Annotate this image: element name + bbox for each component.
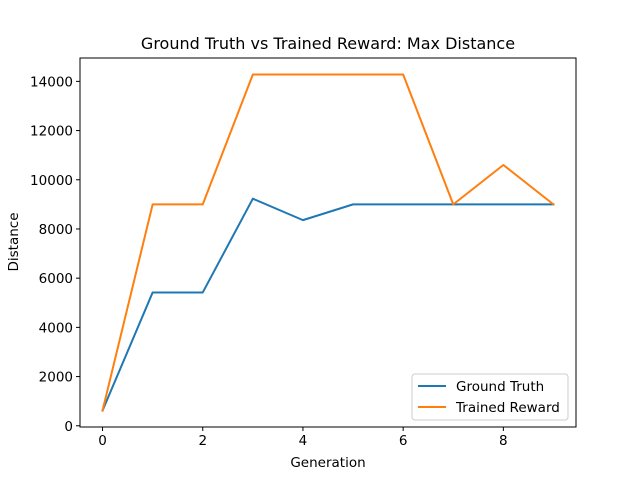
x-tick-label: 8 xyxy=(499,433,508,449)
plot-frame xyxy=(79,57,577,428)
x-tick-label: 0 xyxy=(98,433,107,449)
series-lines xyxy=(101,73,555,412)
y-tick-label: 4000 xyxy=(39,320,73,336)
y-axis: 0 2000 4000 6000 8000 10000 12000 14000 xyxy=(30,74,80,435)
y-axis-label: Distance xyxy=(6,212,22,271)
x-axis-label: Generation xyxy=(290,455,365,471)
legend-label-ground-truth: Ground Truth xyxy=(456,379,544,395)
chart-title: Ground Truth vs Trained Reward: Max Dist… xyxy=(141,34,515,53)
series-line-ground-truth xyxy=(101,197,555,412)
legend-label-trained-reward: Trained Reward xyxy=(455,400,560,416)
legend: Ground Truth Trained Reward xyxy=(411,373,569,421)
x-tick-label: 2 xyxy=(198,433,207,449)
y-tick-label: 6000 xyxy=(39,271,73,287)
y-tick-label: 12000 xyxy=(30,124,73,140)
plot-area xyxy=(80,58,576,427)
y-tick-label: 8000 xyxy=(39,222,73,238)
y-tick-label: 0 xyxy=(64,419,73,435)
y-tick-label: 14000 xyxy=(30,74,73,90)
y-tick-label: 10000 xyxy=(30,173,73,189)
x-axis: 0 2 4 6 8 xyxy=(98,427,508,449)
y-tick-label: 2000 xyxy=(39,370,73,386)
series-line-trained-reward xyxy=(101,73,555,412)
legend-box xyxy=(411,373,569,421)
x-tick-label: 4 xyxy=(299,433,308,449)
x-tick-label: 6 xyxy=(399,433,408,449)
